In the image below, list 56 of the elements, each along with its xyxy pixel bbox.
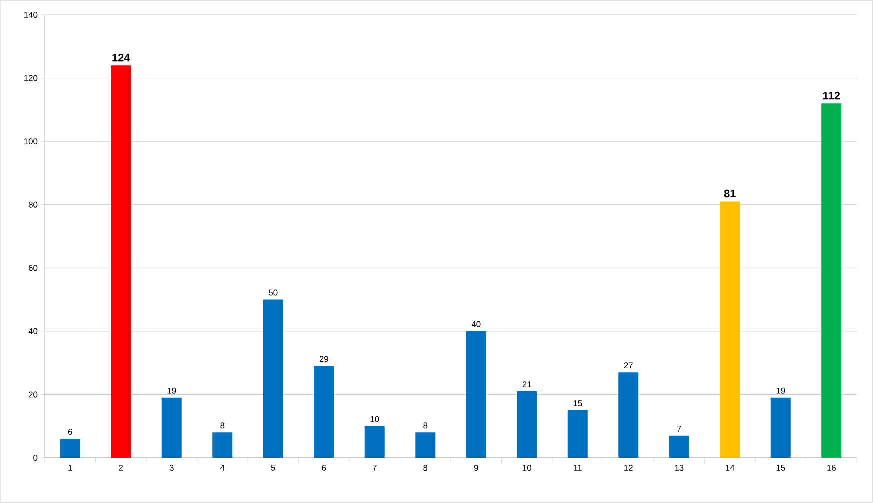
data-label: 124: [112, 54, 130, 62]
bar: [466, 331, 486, 458]
y-tick-label: 40: [28, 328, 38, 334]
x-tick-label: 10: [523, 465, 532, 472]
bar: [263, 300, 284, 458]
data-label: 6: [68, 429, 72, 435]
x-tick-label: 1: [68, 465, 72, 471]
data-label: 40: [472, 321, 481, 328]
y-tick-label: 80: [28, 202, 38, 208]
x-tick-label: 7: [372, 465, 377, 471]
bar: [669, 436, 690, 458]
y-tick-label: 100: [24, 138, 38, 145]
data-label: 27: [624, 362, 633, 369]
bar: [517, 392, 538, 458]
bar: [212, 432, 233, 458]
x-tick-label: 2: [119, 465, 124, 471]
bar: [568, 410, 588, 458]
x-tick-label: 8: [424, 465, 428, 472]
bar: [162, 398, 182, 458]
bar: [364, 426, 385, 458]
bar: [822, 104, 842, 458]
x-tick-label: 12: [624, 465, 633, 471]
data-label: 15: [574, 400, 582, 407]
x-tick-label: 3: [170, 465, 174, 472]
x-tick-label: 15: [776, 465, 786, 471]
data-label: 81: [724, 190, 736, 198]
x-tick-label: 4: [220, 465, 225, 471]
bar: [618, 372, 639, 458]
data-label: 19: [776, 388, 786, 394]
data-label: 8: [220, 422, 225, 429]
bar: [770, 398, 791, 458]
y-tick-label: 20: [28, 392, 38, 398]
x-tick-label: 16: [828, 465, 836, 472]
x-tick-label: 11: [574, 465, 582, 471]
x-tick-label: 13: [675, 465, 684, 472]
y-tick-label: 0: [34, 455, 38, 461]
data-label: 10: [370, 416, 380, 422]
x-tick-label: 14: [726, 465, 735, 471]
x-tick-label: 6: [322, 465, 326, 472]
data-label: 19: [168, 388, 176, 394]
bar: [720, 202, 740, 458]
data-label: 112: [823, 92, 840, 100]
y-tick-label: 60: [28, 265, 38, 272]
data-label: 7: [677, 426, 682, 432]
x-tick-label: 5: [271, 465, 276, 471]
y-tick-label: 140: [24, 12, 38, 18]
y-tick-label: 120: [24, 75, 38, 82]
bar: [314, 366, 334, 458]
bar: [416, 432, 436, 458]
bar: [60, 439, 80, 458]
x-tick-label: 9: [474, 465, 478, 472]
data-label: 8: [424, 422, 428, 429]
data-label: 21: [522, 382, 532, 388]
data-label: 50: [269, 290, 278, 296]
data-label: 29: [320, 356, 328, 362]
bar: [111, 66, 132, 458]
